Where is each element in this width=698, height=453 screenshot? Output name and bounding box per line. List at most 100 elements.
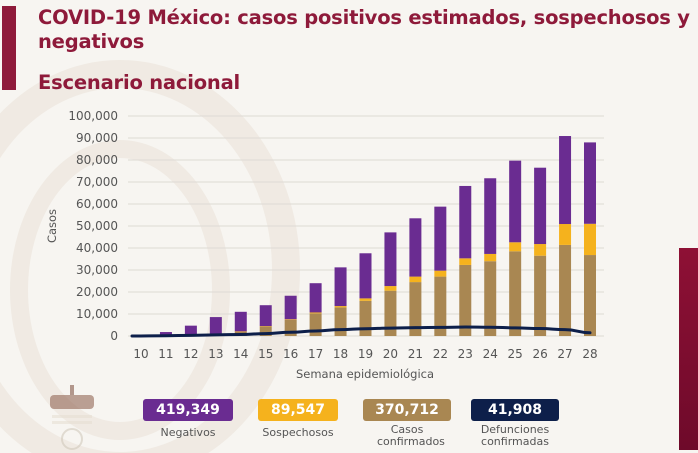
bar-negativos [259, 305, 272, 327]
stat-defunciones: 41,908 Defunciones confirmadas [471, 399, 559, 448]
x-tick-label: 10 [133, 347, 148, 361]
y-tick-label: 30,000 [76, 263, 118, 277]
y-axis-title: Casos [45, 209, 59, 243]
y-tick-label: 10,000 [76, 307, 118, 321]
bar-negativos [509, 160, 522, 243]
bar-sospechosos [484, 253, 497, 262]
stat-negativos-label: Negativos [160, 426, 216, 439]
stat-confirmados-value: 370,712 [363, 399, 451, 421]
bar-negativos [559, 136, 572, 225]
y-tick-label: 40,000 [76, 241, 118, 255]
x-tick-label: 13 [208, 347, 223, 361]
bar-negativos [434, 206, 447, 271]
bar-sospechosos [384, 286, 397, 291]
page-title: COVID-19 México: casos positivos estimad… [38, 6, 690, 53]
stat-negativos: 419,349 Negativos [143, 399, 233, 439]
x-tick-label: 22 [433, 347, 448, 361]
y-tick-label: 20,000 [76, 285, 118, 299]
bar-casos-confirmados [309, 313, 322, 336]
y-tick-label: 50,000 [76, 219, 118, 233]
bar-negativos [409, 218, 422, 277]
bar-casos-confirmados [434, 276, 447, 336]
x-tick-label: 26 [532, 347, 547, 361]
y-tick-label: 70,000 [76, 175, 118, 189]
x-axis-title: Semana epidemiológica [296, 367, 434, 381]
bar-negativos [534, 167, 547, 245]
bar-sospechosos [434, 270, 447, 277]
y-tick-label: 80,000 [76, 153, 118, 167]
bar-sospechosos [509, 242, 522, 252]
x-tick-label: 28 [582, 347, 597, 361]
government-logo [46, 385, 102, 453]
y-axis-ticks: 0 10,000 20,000 30,000 40,000 50,000 60,000 70,… [68, 109, 118, 343]
bar-casos-confirmados [409, 282, 422, 336]
bar-negativos [234, 311, 247, 332]
x-tick-label: 14 [233, 347, 248, 361]
bar-casos-confirmados [459, 264, 472, 336]
bar-sospechosos [409, 276, 422, 283]
x-axis-ticks: 10 11 12 13 14 15 16 17 18 19 20 21 22 23 24 25 26 27 28 [133, 347, 597, 361]
brand-accent-bar-left [2, 6, 16, 90]
x-tick-label: 17 [308, 347, 323, 361]
line-defunciones-confirmadas [130, 325, 592, 338]
x-tick-label: 24 [483, 347, 498, 361]
x-tick-label: 11 [158, 347, 173, 361]
bar-negativos [159, 332, 172, 336]
bar-casos-confirmados [334, 307, 347, 336]
bar-sospechosos [309, 312, 322, 314]
stat-confirmados-label: Casos confirmados [377, 423, 445, 448]
y-tick-label: 100,000 [68, 109, 118, 123]
bar-casos-confirmados [584, 255, 596, 336]
bar-negativos [484, 178, 497, 254]
x-tick-label: 15 [258, 347, 273, 361]
bar-sospechosos [284, 319, 297, 320]
bar-negativos [584, 142, 596, 224]
bar-negativos [209, 317, 222, 334]
bar-casos-confirmados [534, 255, 547, 336]
x-tick-label: 16 [283, 347, 298, 361]
x-tick-label: 18 [333, 347, 348, 361]
stat-sospechosos: 89,547 Sospechosos [258, 399, 338, 439]
y-tick-label: 60,000 [76, 197, 118, 211]
bars [135, 136, 596, 337]
x-tick-label: 23 [458, 347, 473, 361]
bar-negativos [359, 253, 372, 299]
stat-sospechosos-label: Sospechosos [262, 426, 334, 439]
y-tick-label: 0 [110, 329, 118, 343]
stat-confirmados: 370,712 Casos confirmados [363, 399, 451, 448]
bar-casos-confirmados [359, 300, 372, 336]
stat-negativos-value: 419,349 [143, 399, 233, 421]
x-tick-label: 25 [508, 347, 523, 361]
x-tick-label: 12 [183, 347, 198, 361]
page-subtitle: Escenario nacional [38, 71, 241, 94]
bar-negativos [459, 185, 472, 259]
brand-accent-bar-right [679, 248, 698, 450]
x-tick-label: 21 [408, 347, 423, 361]
bar-casos-confirmados [484, 261, 497, 336]
bar-sospechosos [584, 223, 596, 256]
bar-sospechosos [259, 326, 272, 327]
y-tick-label: 90,000 [76, 131, 118, 145]
bar-casos-confirmados [559, 244, 572, 336]
stat-defunciones-value: 41,908 [471, 399, 559, 421]
deaths-line [130, 325, 592, 338]
bar-sospechosos [459, 258, 472, 265]
x-tick-label: 27 [557, 347, 572, 361]
bar-negativos [309, 283, 322, 313]
bar-sospechosos [359, 298, 372, 301]
bar-negativos [284, 295, 297, 320]
bar-negativos [384, 232, 397, 287]
bar-sospechosos [334, 306, 347, 308]
bar-casos-confirmados [384, 290, 397, 336]
bar-casos-confirmados [509, 251, 522, 336]
x-tick-label: 20 [383, 347, 398, 361]
bar-negativos [184, 325, 197, 335]
bar-casos-confirmados [259, 326, 272, 336]
x-tick-label: 19 [358, 347, 373, 361]
bar-sospechosos [234, 331, 247, 332]
stat-sospechosos-value: 89,547 [258, 399, 338, 421]
bar-negativos [334, 267, 347, 307]
bar-sospechosos [559, 224, 572, 245]
stat-defunciones-label: Defunciones confirmadas [480, 423, 550, 448]
